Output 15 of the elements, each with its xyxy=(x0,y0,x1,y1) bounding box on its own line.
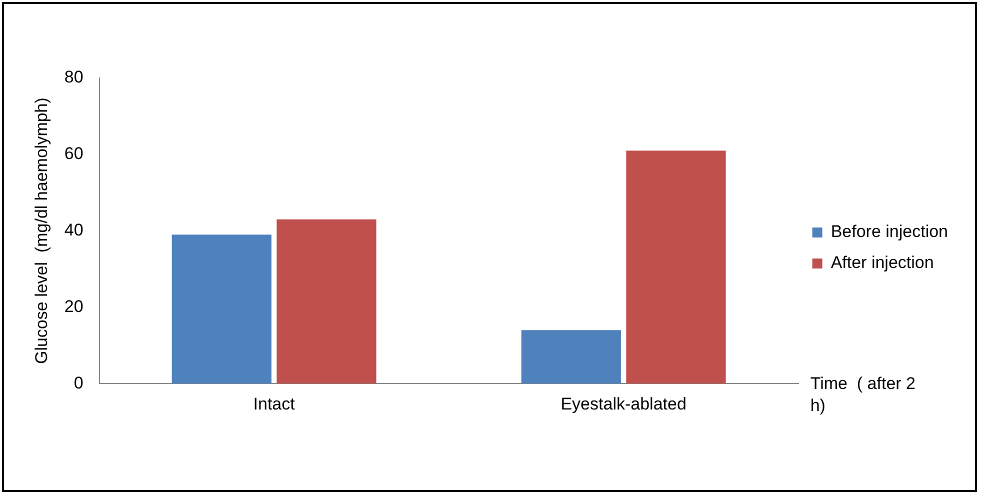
y-tick-label: 60 xyxy=(64,144,84,164)
legend-label: Before injection xyxy=(830,222,948,242)
bar xyxy=(626,150,726,384)
bar xyxy=(276,219,376,384)
bar xyxy=(521,330,621,384)
x-axis-title: Time ( after 2 h) xyxy=(810,374,916,415)
y-tick-label: 0 xyxy=(74,373,84,392)
bar xyxy=(172,234,272,384)
y-tick-label: 40 xyxy=(64,220,84,240)
x-tick-label: Intact xyxy=(253,394,296,414)
y-tick-label: 80 xyxy=(64,68,84,87)
legend-label: After injection xyxy=(830,253,934,272)
y-axis-title: Glucose level (mg/dl haemolymph) xyxy=(32,98,51,364)
x-tick-label: Eyestalk-ablated xyxy=(560,394,686,414)
y-tick-label: 20 xyxy=(64,296,84,316)
